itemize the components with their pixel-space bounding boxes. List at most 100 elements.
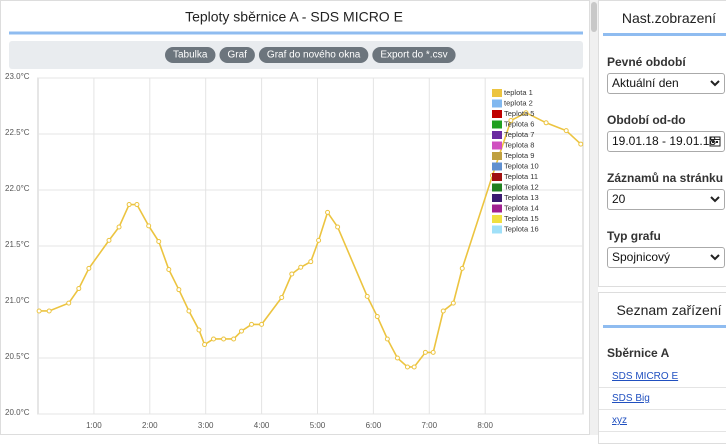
legend-swatch [492, 215, 502, 223]
device-group: Sběrnice A [607, 346, 670, 360]
legend-swatch [492, 204, 502, 213]
data-point [238, 328, 244, 334]
legend-swatch [492, 110, 502, 118]
data-point [325, 209, 331, 215]
button-label: Export do *.csv [380, 50, 447, 61]
legend-label: Teplota 13 [504, 193, 539, 202]
dropdown-arrow [710, 254, 720, 261]
y-tick-label: 22.5°C [5, 128, 30, 137]
legend-swatch [492, 99, 502, 108]
button[interactable]: Graf [219, 47, 255, 63]
legend-label: Teplota 12 [504, 182, 539, 191]
x-tick-label: 2:00 [142, 421, 158, 430]
data-point [166, 267, 172, 273]
button-bg [258, 47, 369, 63]
x-tick-label: 5:00 [310, 421, 326, 430]
legend-label: teplota 1 [504, 88, 533, 97]
settings-panel: Nast.zobrazení Pevné období Aktuální den O… [598, 0, 726, 287]
field-label: Pevné období [607, 55, 686, 69]
data-point [196, 327, 202, 333]
data-point [66, 300, 72, 306]
button-bg [165, 47, 216, 63]
devices-panel: Seznam zařízení Sběrnice A SDS MICRO E SD… [598, 292, 726, 444]
device-link[interactable]: xyz [599, 410, 726, 432]
y-tick-label: 21.5°C [5, 240, 30, 249]
scroll-thumb[interactable] [591, 2, 597, 32]
legend-swatch [492, 141, 502, 150]
data-point [211, 336, 217, 342]
legend-swatch [492, 120, 502, 129]
devices-title: Seznam zařízení [603, 293, 726, 328]
data-point [384, 336, 390, 342]
button[interactable]: Tabulka [165, 47, 216, 63]
button-bg [372, 47, 456, 63]
fields: Pevné období Aktuální den Období od-do 19.0… [599, 55, 726, 268]
data-point [106, 237, 112, 243]
legend-label: Teplota 6 [504, 119, 534, 128]
y-tick-label: 21.0°C [5, 296, 30, 305]
legend-label: Teplota 7 [504, 130, 534, 139]
legend-swatch [492, 183, 502, 192]
data-point [176, 287, 182, 293]
legend-swatch [492, 225, 502, 234]
date-input[interactable]: 19.01.18 - 19.01.18 [607, 131, 725, 152]
select[interactable]: Spojnicový [607, 247, 725, 268]
button-group: Tabulka Graf Graf do nového okna Export do … [165, 47, 456, 63]
data-point [364, 293, 370, 299]
plot: 20.0°C 20.5°C 21.0°C 21.5°C 22.0°C 22.5°C 23.0… [5, 72, 584, 430]
data-point [543, 120, 549, 126]
series-line [39, 111, 582, 368]
data-point [578, 141, 584, 147]
data-point [308, 259, 314, 265]
data-point [126, 202, 132, 208]
data-point [202, 342, 208, 348]
data-point [279, 295, 285, 301]
field-label: Záznamů na stránku [607, 171, 724, 185]
x-tick-label: 6:00 [366, 421, 382, 430]
data-point [316, 237, 322, 243]
data-point [430, 349, 436, 355]
data-point [440, 308, 446, 314]
device-link[interactable]: SDS MICRO E [599, 366, 726, 388]
button[interactable]: Graf do nového okna [258, 47, 369, 63]
device-link[interactable]: SDS Big [599, 388, 726, 410]
x-tick-label: 7:00 [421, 421, 437, 430]
data-point [374, 314, 380, 320]
y-tick-label: 20.5°C [5, 352, 30, 361]
legend-label: Teplota 5 [504, 109, 534, 118]
dropdown-arrow [710, 80, 720, 87]
select[interactable]: 20 [607, 189, 725, 210]
legend-swatch [492, 194, 502, 202]
legend-swatch [492, 173, 502, 181]
legend-label: Teplota 10 [504, 161, 539, 170]
calendar-icon [709, 136, 721, 147]
data-point [86, 265, 92, 271]
page-title: Teploty sběrnice A - SDS MICRO E [185, 9, 403, 25]
dropdown-arrow [710, 196, 720, 203]
legend-label: Teplota 8 [504, 140, 534, 149]
field-value: Aktuální den [612, 76, 679, 90]
chart: Teploty sběrnice A - SDS MICRO E Tabulka… [5, 9, 584, 430]
legend-label: Teplota 9 [504, 151, 534, 160]
data-point [116, 224, 122, 230]
data-point [289, 271, 295, 277]
data-point [76, 286, 82, 292]
legend-label: Teplota 14 [504, 203, 539, 212]
data-point [563, 128, 569, 134]
device-links: SDS MICRO E SDS Big xyz [599, 366, 726, 432]
select[interactable]: Aktuální den [607, 73, 725, 94]
button-label: Graf do nového okna [267, 50, 361, 61]
legend-swatch [492, 152, 502, 160]
button[interactable]: Export do *.csv [372, 47, 456, 63]
field-label: Typ grafu [607, 229, 661, 243]
scrollbar[interactable] [590, 0, 598, 435]
field-label: Období od-do [607, 113, 686, 127]
button-label: Graf [227, 50, 247, 61]
data-point [298, 264, 304, 270]
legend-label: Teplota 15 [504, 214, 539, 223]
field-value: Spojnicový [612, 250, 671, 264]
legend-label: Teplota 11 [504, 172, 538, 181]
y-tick-label: 22.0°C [5, 184, 30, 193]
data-point [394, 355, 400, 361]
